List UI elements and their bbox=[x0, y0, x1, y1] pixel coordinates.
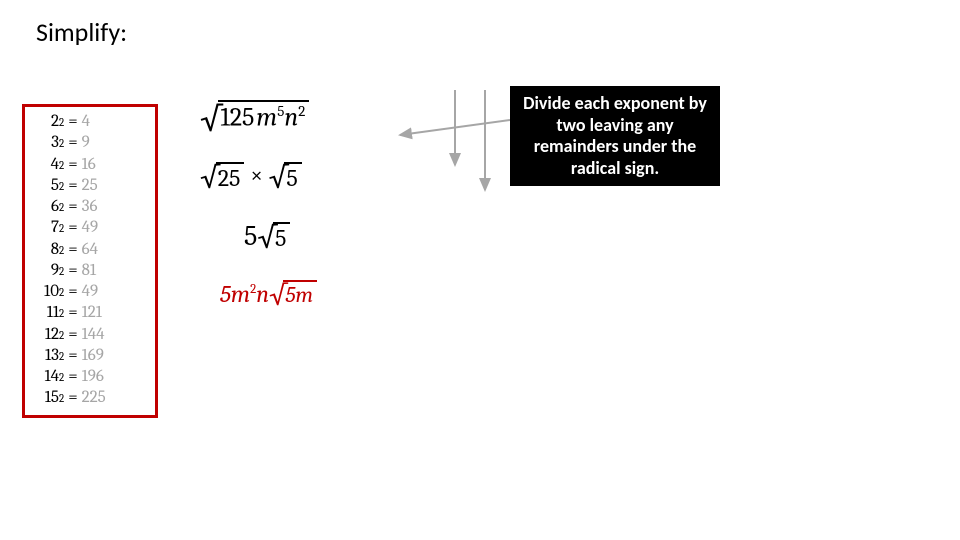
table-row: 142=196 bbox=[31, 366, 149, 387]
radical-icon: √ bbox=[257, 223, 277, 253]
expression-step-3: 5 √ 5 bbox=[244, 220, 317, 252]
table-row: 152=225 bbox=[31, 387, 149, 408]
radical-icon: √ bbox=[200, 163, 220, 193]
table-row: 132=169 bbox=[31, 345, 149, 366]
table-row: 122=144 bbox=[31, 324, 149, 345]
table-row: 52=25 bbox=[31, 175, 149, 196]
radical-icon: √ bbox=[200, 102, 222, 136]
perfect-squares-table: 22=432=942=1652=2562=3672=4982=6492=8110… bbox=[22, 104, 158, 418]
times-symbol: × bbox=[250, 162, 262, 188]
page-title: Simplify: bbox=[36, 16, 127, 48]
table-row: 82=64 bbox=[31, 239, 149, 260]
work-area: √ 125m5n2 √ 25 × √ 5 5 √ 5 5m2n √ 5m bbox=[200, 100, 317, 308]
expression-step-1: √ 125m5n2 bbox=[200, 100, 317, 134]
radicand-number: 125 bbox=[220, 103, 254, 133]
table-row: 42=16 bbox=[31, 154, 149, 175]
table-row: 92=81 bbox=[31, 260, 149, 281]
final-answer: 5m2n √ 5m bbox=[220, 280, 317, 308]
table-row: 32=9 bbox=[31, 132, 149, 153]
radical-icon: √ bbox=[269, 163, 289, 193]
instruction-callout: Divide each exponent by two leaving any … bbox=[510, 86, 720, 186]
radical-icon: √ bbox=[269, 281, 287, 309]
table-row: 102=49 bbox=[31, 281, 149, 302]
expression-step-2: √ 25 × √ 5 bbox=[200, 162, 317, 192]
table-row: 22=4 bbox=[31, 111, 149, 132]
table-row: 62=36 bbox=[31, 196, 149, 217]
table-row: 112=121 bbox=[31, 302, 149, 323]
table-row: 72=49 bbox=[31, 217, 149, 238]
